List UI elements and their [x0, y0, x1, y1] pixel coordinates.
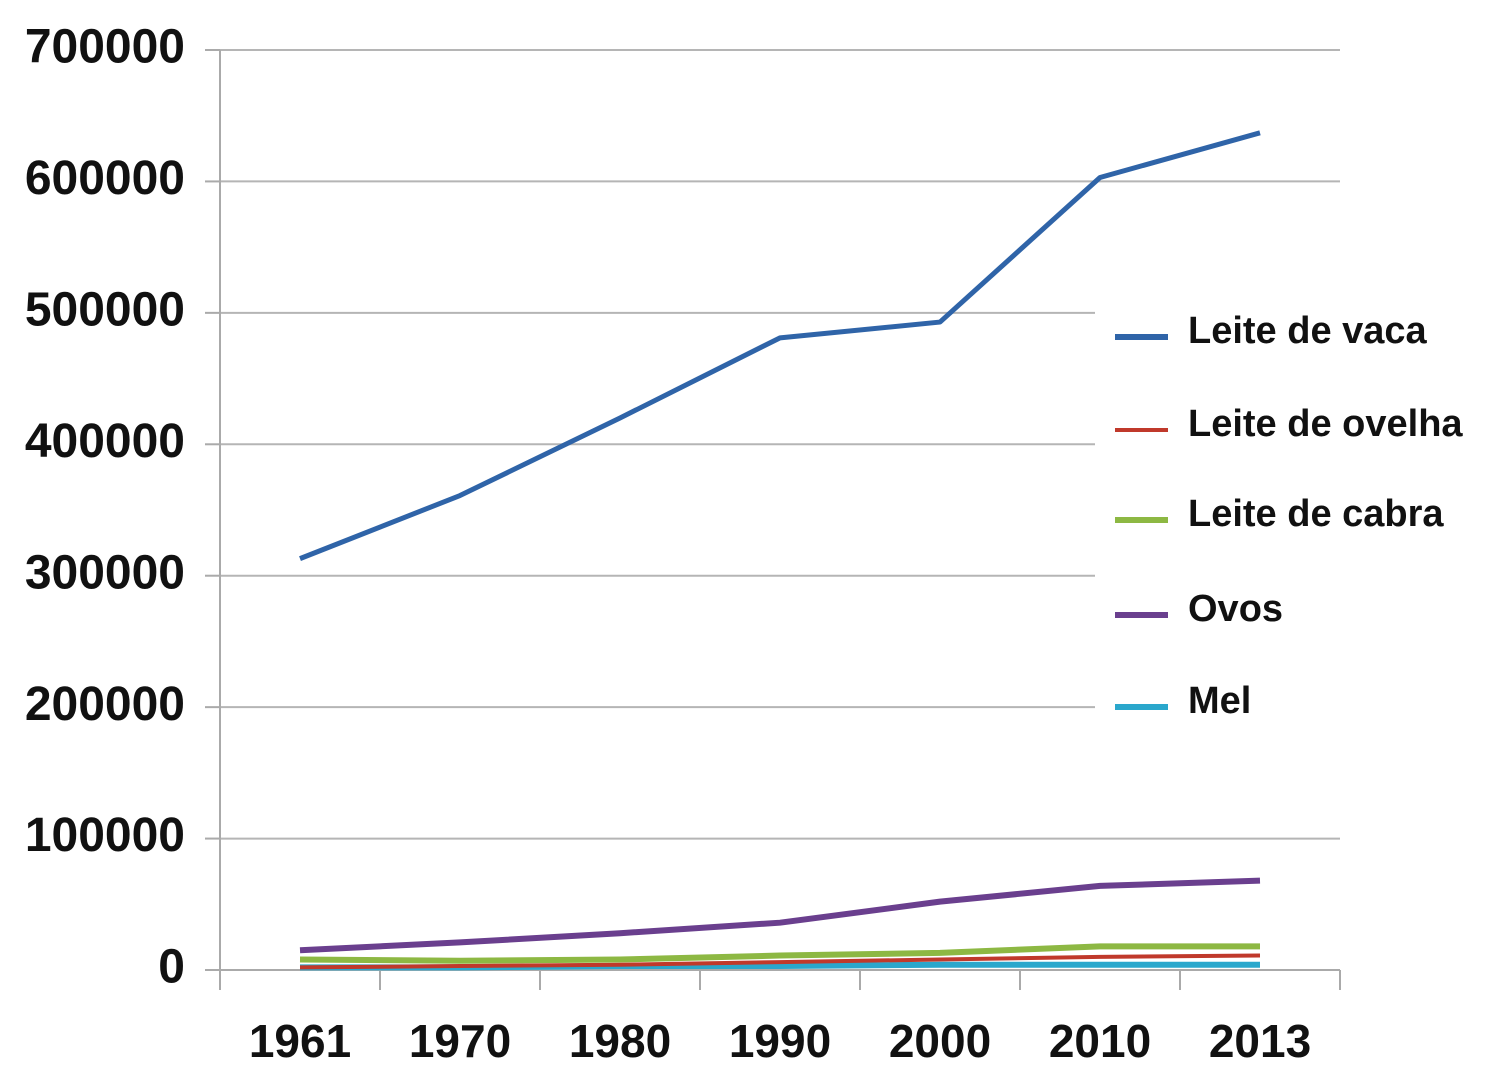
series-line	[299, 130, 1261, 561]
x-tick-label: 1961	[249, 1015, 351, 1067]
y-tick-label: 100000	[25, 809, 185, 862]
y-tick-label: 700000	[25, 21, 185, 74]
y-tick-label: 200000	[25, 678, 185, 731]
legend-label: Leite de cabra	[1188, 493, 1444, 535]
y-tick-label: 400000	[25, 415, 185, 468]
x-tick-label: 2010	[1049, 1015, 1151, 1067]
series-line	[299, 943, 1260, 964]
x-tick-label: 2000	[889, 1015, 991, 1067]
legend-label: Ovos	[1188, 588, 1283, 630]
x-tick-label: 1970	[409, 1015, 511, 1067]
y-tick-label: 300000	[25, 546, 185, 599]
y-tick-label: 500000	[25, 284, 185, 337]
x-tick-label: 2013	[1209, 1015, 1311, 1067]
series-line	[299, 877, 1261, 954]
y-tick-label: 0	[158, 941, 185, 994]
legend-label: Leite de vaca	[1188, 310, 1428, 352]
legend-label: Mel	[1188, 680, 1251, 722]
legend-box	[1095, 298, 1389, 730]
legend-label: Leite de ovelha	[1188, 403, 1463, 445]
series-line	[299, 953, 1261, 970]
x-tick-label: 1990	[729, 1015, 831, 1067]
x-tick-label: 1980	[569, 1015, 671, 1067]
y-tick-label: 600000	[25, 152, 185, 205]
